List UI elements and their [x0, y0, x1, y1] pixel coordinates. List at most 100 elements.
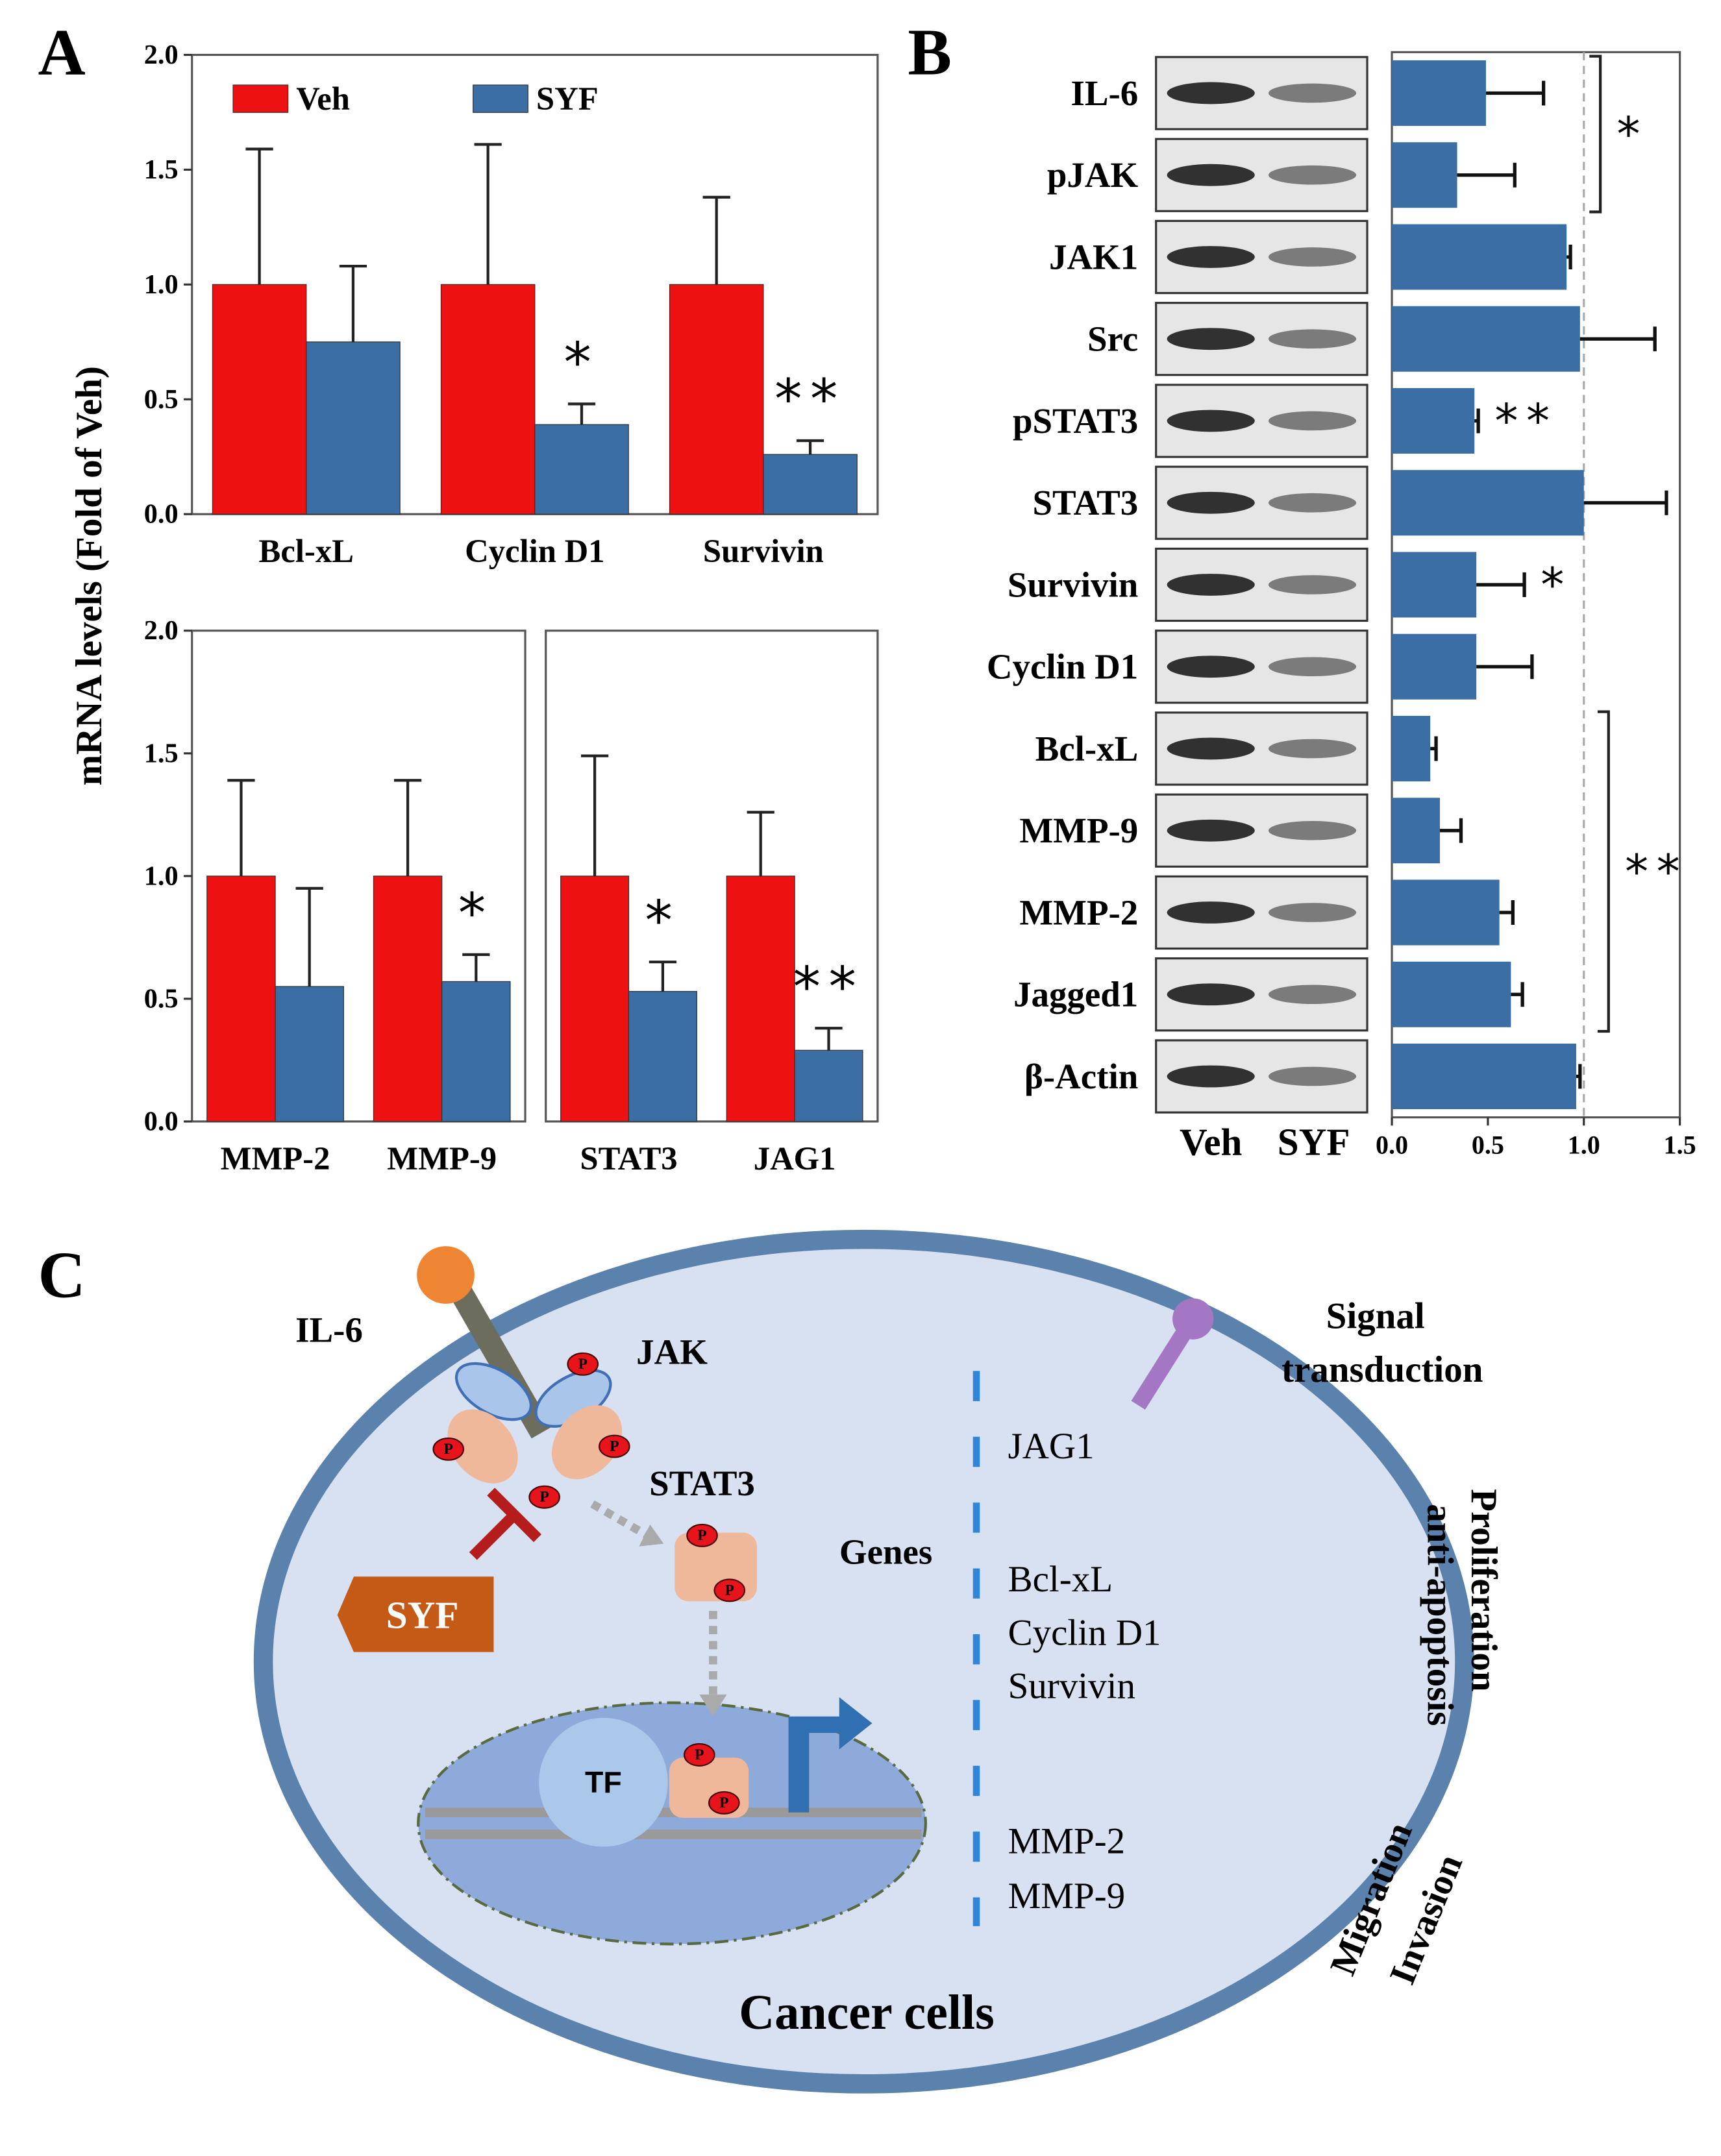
x-tick-label: 0.5 — [1472, 1130, 1504, 1159]
bar — [1392, 387, 1475, 454]
error-bar — [1576, 1064, 1582, 1089]
phospho-tag — [432, 1437, 465, 1461]
bar — [628, 990, 697, 1122]
x-tick-label: 0.0 — [1376, 1130, 1408, 1159]
blot-band — [1268, 657, 1357, 677]
phospho-tag — [528, 1485, 560, 1509]
row-label: Src — [1087, 319, 1138, 359]
bar — [212, 284, 307, 515]
row-label: STAT3 — [1033, 483, 1139, 522]
inhibition — [469, 1511, 519, 1560]
blot-band — [1268, 1066, 1357, 1086]
diagram-label: STAT3 — [649, 1464, 755, 1503]
error-bar — [462, 953, 490, 982]
row-label: Cyclin D1 — [987, 647, 1138, 687]
error-bar — [1476, 654, 1534, 680]
blot-band — [1167, 819, 1255, 842]
panel-label: A — [38, 16, 85, 88]
error-bar — [1583, 490, 1668, 515]
blot-band — [1268, 247, 1357, 267]
blot-band — [1167, 164, 1255, 186]
significance: ** — [1494, 393, 1557, 448]
bar — [1392, 60, 1486, 126]
stat3 — [447, 1409, 518, 1484]
error-bar — [580, 754, 609, 876]
blot-band — [1167, 82, 1255, 104]
blot-band — [1167, 655, 1255, 678]
y-tick-label: 0.0 — [144, 499, 179, 530]
row-label: pSTAT3 — [1013, 401, 1138, 441]
bar — [306, 341, 401, 515]
blot-band — [1268, 739, 1357, 759]
bar — [669, 284, 764, 515]
y-tick-label: 1.0 — [144, 861, 179, 891]
phospho-label: P — [719, 1795, 728, 1811]
gene: JAG1 — [1008, 1426, 1095, 1467]
bar — [206, 876, 276, 1122]
blot-band — [1167, 737, 1255, 760]
diagram-label: TF — [585, 1765, 622, 1799]
x-tick-label: MMP-2 — [221, 1140, 330, 1177]
phospho-tag — [686, 1523, 718, 1547]
significance: ** — [793, 955, 865, 1019]
error-bar — [1439, 818, 1463, 843]
blot-band — [1268, 165, 1357, 185]
significance: * — [645, 889, 680, 953]
row-label: JAK1 — [1049, 237, 1138, 276]
row-label: IL-6 — [1071, 73, 1139, 113]
error-bar — [649, 961, 677, 992]
y-tick-label: 2.0 — [144, 615, 179, 646]
blot-band — [1167, 983, 1255, 1006]
error-bar — [1474, 408, 1480, 434]
legend-label: Veh — [296, 80, 350, 117]
bar — [275, 986, 344, 1122]
bracket-label: ** — [1625, 844, 1688, 899]
legend-label: SYF — [536, 80, 599, 117]
outcome: transduction — [1281, 1349, 1483, 1390]
bar — [441, 981, 511, 1122]
lane-label: Veh — [1180, 1121, 1242, 1164]
bar — [763, 454, 858, 515]
error-bar — [1476, 572, 1526, 597]
significance: * — [1541, 557, 1572, 612]
outcome: Proliferation — [1463, 1489, 1504, 1691]
lane-label: SYF — [1278, 1121, 1350, 1164]
bar — [373, 876, 443, 1122]
bar — [534, 424, 629, 515]
significance: * — [458, 881, 494, 945]
blot-band — [1167, 574, 1255, 596]
phospho-label: P — [444, 1441, 453, 1458]
error-bar — [339, 264, 367, 342]
error-bar — [227, 779, 255, 876]
y-tick-label: 1.5 — [144, 154, 179, 185]
error-bar — [747, 811, 774, 876]
phospho-tag — [713, 1578, 746, 1602]
blot-band — [1268, 575, 1357, 594]
blot-band — [1268, 329, 1357, 349]
x-tick-label: Bcl-xL — [259, 533, 354, 569]
diagram-label: Genes — [839, 1532, 932, 1572]
error-bar — [1579, 326, 1657, 352]
arrow — [699, 1694, 727, 1717]
bar — [1392, 306, 1580, 372]
significance: * — [564, 331, 600, 395]
row-label: Survivin — [1008, 565, 1138, 604]
error-bar — [393, 779, 422, 876]
bracket — [1589, 55, 1602, 214]
bar — [1392, 142, 1457, 208]
error-bar — [567, 402, 596, 425]
bar — [726, 876, 795, 1122]
row-label: Bcl-xL — [1035, 729, 1139, 768]
x-tick-label: MMP-9 — [387, 1140, 497, 1177]
bar — [1392, 798, 1440, 864]
ligand — [417, 1246, 475, 1304]
phospho-tag — [708, 1791, 740, 1815]
blot-band — [1167, 901, 1255, 924]
error-bar — [1457, 162, 1517, 188]
receptor-2 — [1131, 1323, 1195, 1410]
phospho-tag — [684, 1743, 715, 1767]
x-tick-label: 1.5 — [1664, 1130, 1696, 1159]
phospho-label: P — [540, 1489, 549, 1506]
diagram-label: SYF — [386, 1593, 459, 1636]
